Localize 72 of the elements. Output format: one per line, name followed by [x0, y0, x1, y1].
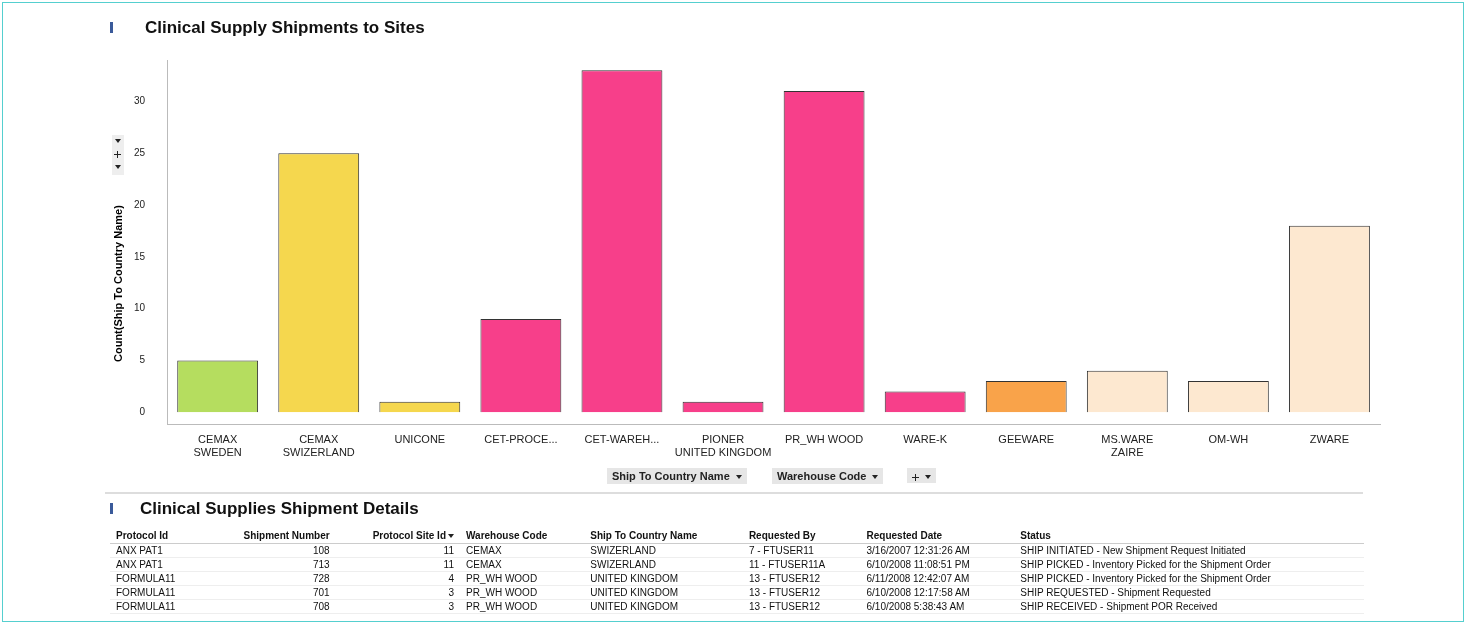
text: SWIZERLAND	[584, 557, 743, 572]
text: PR_WH WOOD	[460, 571, 585, 586]
text: 728	[204, 571, 336, 586]
x-tick-label: ZWARE	[1309, 433, 1350, 446]
x-axis-title: Ship To Country Name	[607, 468, 747, 484]
y-tick-label: 30	[134, 95, 146, 107]
x-tick-label: WARE-K	[903, 433, 948, 446]
category-label: Shipment Number	[204, 528, 336, 544]
text: 13 - FTUSER12	[742, 571, 861, 586]
text: 701	[204, 585, 336, 600]
x-tick-label: CEMAX SWEDEN	[193, 433, 242, 459]
category-label: Warehouse Code	[460, 528, 585, 544]
text: UNITED KINGDOM	[584, 599, 743, 614]
text: SHIP PICKED - Inventory Picked for the Shipment Order	[1014, 571, 1364, 586]
text: Warehouse Code	[772, 468, 884, 484]
text: PR_WH WOOD	[460, 599, 585, 614]
chart-title: Clinical Supply Shipments to Sites	[145, 18, 425, 38]
text: 6/10/2008 5:38:43 AM	[860, 599, 1015, 614]
text: CEMAX	[460, 543, 585, 558]
text: ANX PAT1	[110, 557, 205, 572]
text: 6/11/2008 12:42:07 AM	[860, 571, 1015, 586]
text: 3	[335, 599, 460, 614]
text: CEMAX	[460, 557, 585, 572]
x-tick-label: MS.WARE ZAIRE	[1101, 433, 1154, 459]
text: SWIZERLAND	[584, 543, 743, 558]
text: PR_WH WOOD	[460, 585, 585, 600]
y-tick-label: 15	[134, 250, 146, 262]
y-axis-title: Count(Ship To Country Name)	[112, 205, 124, 362]
y-tick-label: 20	[134, 198, 146, 210]
x-tick-label: PIONER UNITED KINGDOM	[674, 433, 772, 459]
y-tick-label: 0	[139, 405, 146, 417]
text: SHIP REQUESTED - Shipment Requested	[1014, 585, 1364, 600]
category-label: Requested By	[742, 528, 861, 544]
category-label: Requested Date	[860, 528, 1015, 544]
text: 6/10/2008 11:08:51 PM	[860, 557, 1015, 572]
text: FORMULA11	[110, 571, 205, 586]
x-tick-label: PR_WH WOOD	[784, 433, 864, 446]
text: 13 - FTUSER12	[742, 599, 861, 614]
text: 3/16/2007 12:31:26 AM	[860, 543, 1015, 558]
text: UNITED KINGDOM	[584, 585, 743, 600]
x-tick-label: CET-PROCE...	[484, 433, 558, 446]
y-tick-label: 25	[134, 146, 146, 158]
category-label: Protocol Id	[110, 528, 205, 544]
text: Clinical Supplies Shipment Details	[140, 499, 419, 519]
text: 4	[335, 571, 460, 586]
text: FORMULA11	[110, 599, 205, 614]
text: UNITED KINGDOM	[584, 571, 743, 586]
text: 6/10/2008 12:17:58 AM	[860, 585, 1015, 600]
y-tick-label: 10	[134, 302, 146, 314]
text: SHIP RECEIVED - Shipment POR Received	[1014, 599, 1364, 614]
x-tick-label: GEEWARE	[998, 433, 1055, 446]
category-label: Ship To Country Name	[584, 528, 743, 544]
category-label: Protocol Site Id	[335, 528, 460, 544]
x-tick-label: OM-WH	[1208, 433, 1249, 446]
category-label: Status	[1014, 528, 1364, 544]
text: 3	[335, 585, 460, 600]
text: SHIP INITIATED - New Shipment Request Initiated	[1014, 543, 1364, 558]
text: 11	[335, 543, 460, 558]
x-tick-label: UNICONE	[394, 433, 446, 446]
text: 713	[204, 557, 336, 572]
text: 13 - FTUSER12	[742, 585, 861, 600]
text: 108	[204, 543, 336, 558]
x-tick-label: CET-WAREH...	[584, 433, 660, 446]
text: 7 - FTUSER11	[742, 543, 861, 558]
text: 11 - FTUSER11A	[742, 557, 861, 572]
text: 708	[204, 599, 336, 614]
text: 11	[335, 557, 460, 572]
text: FORMULA11	[110, 585, 205, 600]
text: SHIP PICKED - Inventory Picked for the Shipment Order	[1014, 557, 1364, 572]
text: ANX PAT1	[110, 543, 205, 558]
x-tick-label: CEMAX SWIZERLAND	[282, 433, 355, 459]
y-tick-label: 5	[139, 354, 146, 366]
